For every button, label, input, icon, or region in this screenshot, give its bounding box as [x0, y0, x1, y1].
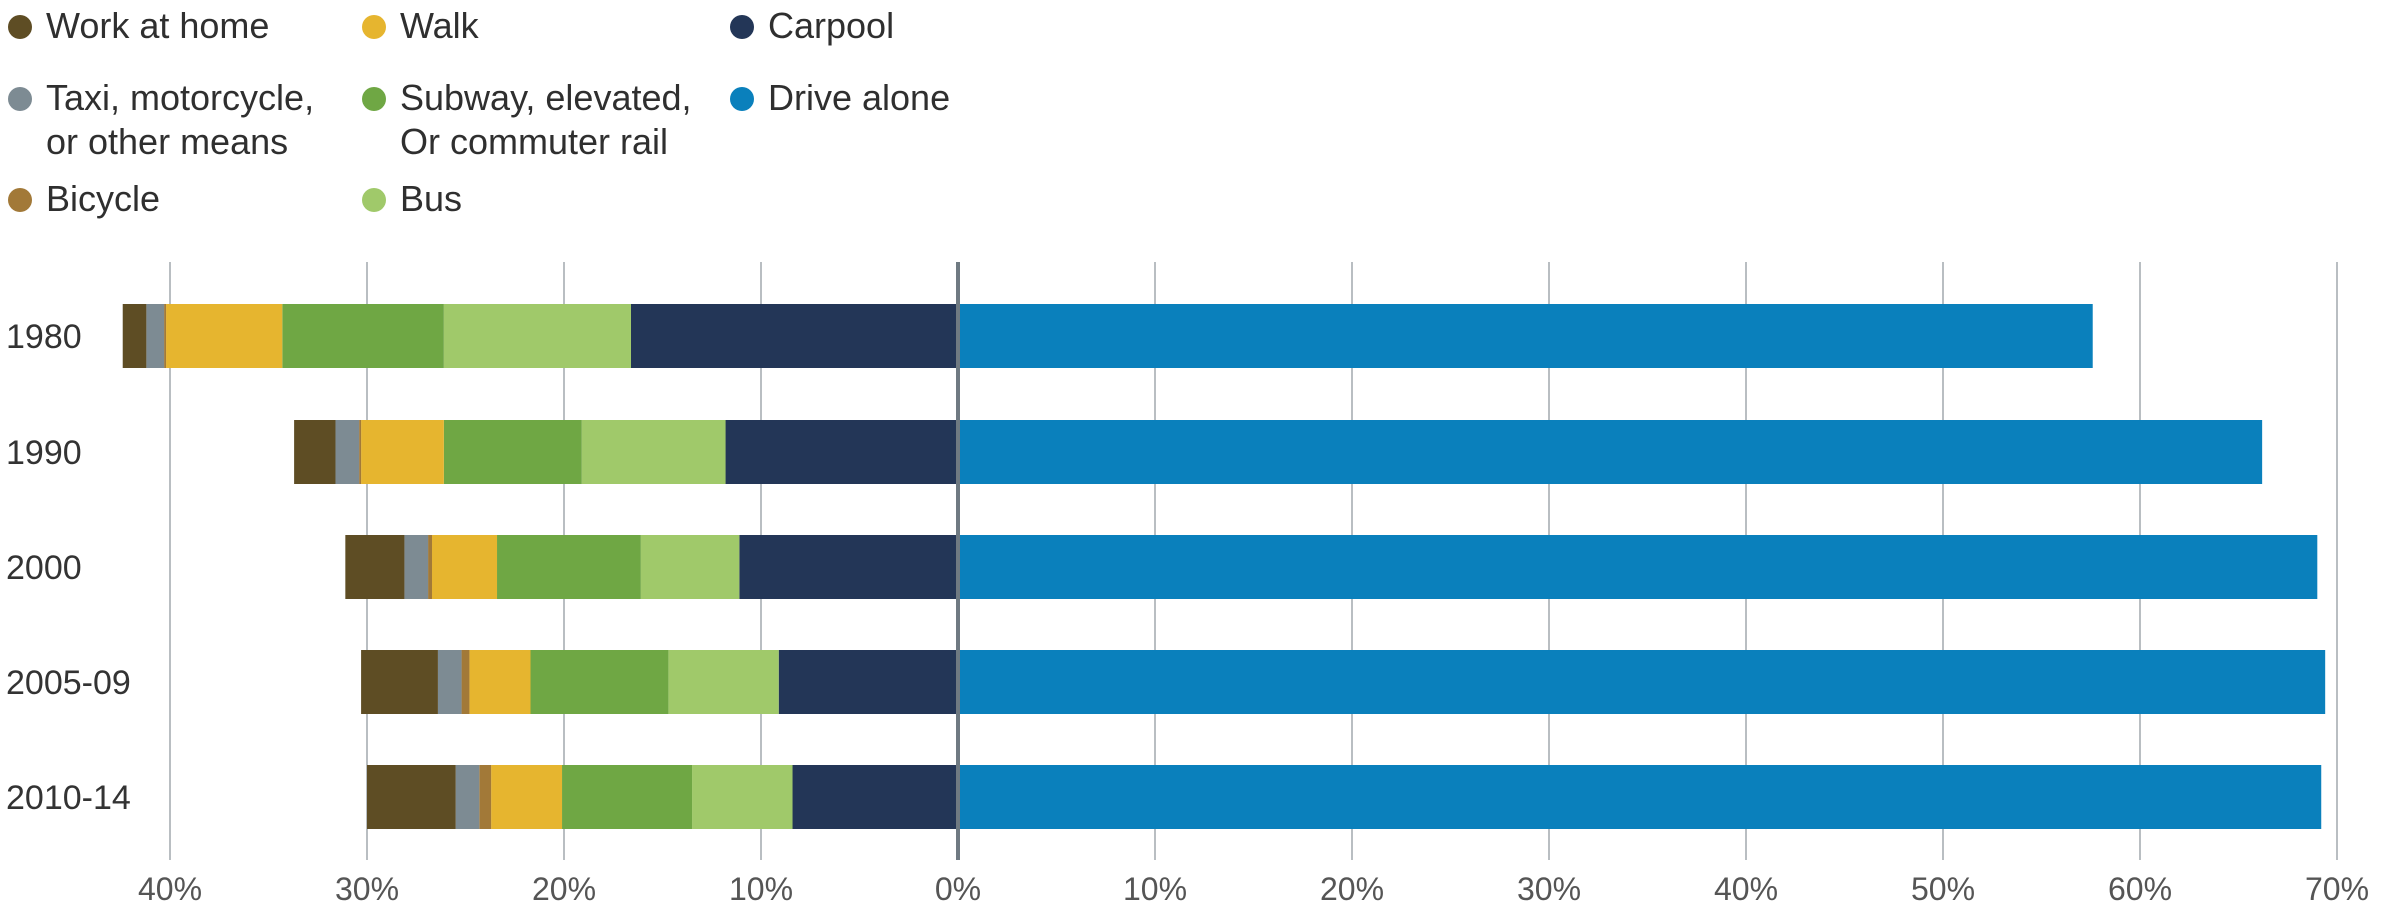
bar-carpool [792, 765, 958, 829]
legend-swatch [730, 15, 754, 39]
legend-label: Bus [400, 178, 463, 219]
x-tick-label: 10% [729, 871, 793, 907]
bar-walk [361, 420, 444, 484]
legend-item-bus: Bus [362, 177, 462, 221]
x-tick-label: 10% [1123, 871, 1187, 907]
bar-carpool [725, 420, 958, 484]
legend-item-drive-alone: Drive alone [730, 76, 950, 120]
bar-bicycle [479, 765, 492, 829]
bar-walk [166, 304, 283, 368]
x-tick-label: 0% [935, 871, 981, 907]
legend-swatch [362, 87, 386, 111]
x-tick-label: 40% [1714, 871, 1778, 907]
bar-work-at-home [122, 304, 147, 368]
bar-bicycle [461, 650, 470, 714]
bar-taxi-motorcycle [146, 304, 165, 368]
legend-item-walk: Walk [362, 4, 479, 48]
x-tick-label: 30% [1517, 871, 1581, 907]
bar-taxi-motorcycle [437, 650, 462, 714]
category-label: 2010-14 [6, 779, 131, 817]
bar-subway-elevated [497, 535, 641, 599]
bar-taxi-motorcycle [455, 765, 480, 829]
legend-label: Work at home [46, 5, 270, 46]
bar-walk [491, 765, 563, 829]
x-tick-label: 60% [2108, 871, 2172, 907]
bar-subway-elevated [562, 765, 693, 829]
bar-work-at-home [361, 650, 438, 714]
x-tick-label: 70% [2305, 871, 2369, 907]
bar-bicycle [359, 420, 362, 484]
bar-drive-alone [958, 650, 2326, 714]
bar-bus [640, 535, 740, 599]
bar-carpool [778, 650, 958, 714]
legend-swatch [730, 87, 754, 111]
bar-carpool [739, 535, 958, 599]
bar-bus [692, 765, 793, 829]
bar-walk [469, 650, 531, 714]
legend-swatch [8, 87, 32, 111]
x-tick-label: 20% [1320, 871, 1384, 907]
bar-drive-alone [958, 304, 2093, 368]
bar-walk [432, 535, 498, 599]
bar-drive-alone [958, 420, 2263, 484]
bar-taxi-motorcycle [335, 420, 360, 484]
bar-bicycle [164, 304, 167, 368]
x-tick-label: 40% [138, 871, 202, 907]
legend-swatch [362, 15, 386, 39]
bar-subway-elevated [530, 650, 669, 714]
legend-label: Walk [400, 5, 479, 46]
bar-subway-elevated [443, 420, 582, 484]
legend-label: Carpool [768, 5, 895, 46]
legend-swatch [8, 15, 32, 39]
category-label: 2000 [6, 549, 82, 587]
legend-item-carpool: Carpool [730, 4, 894, 48]
x-tick-label: 50% [1911, 871, 1975, 907]
category-label: 1980 [6, 318, 82, 356]
legend-label: Bicycle [46, 178, 161, 219]
bar-subway-elevated [282, 304, 444, 368]
bar-carpool [630, 304, 958, 368]
bar-bicycle [428, 535, 433, 599]
legend-swatch [8, 188, 32, 212]
legend-swatch [362, 188, 386, 212]
x-tick-label: 20% [532, 871, 596, 907]
bar-work-at-home [294, 420, 336, 484]
legend-item-bicycle: Bicycle [8, 177, 160, 221]
category-label: 2005-09 [6, 664, 131, 702]
bar-bus [668, 650, 779, 714]
bar-work-at-home [345, 535, 405, 599]
legend-label: Taxi, motorcycle, or other means [46, 77, 315, 162]
bar-work-at-home [367, 765, 456, 829]
legend-item-work-at-home: Work at home [8, 4, 269, 48]
bar-bus [443, 304, 631, 368]
bar-taxi-motorcycle [404, 535, 429, 599]
bar-bus [581, 420, 726, 484]
category-label: 1990 [6, 434, 82, 472]
legend-label: Drive alone [768, 77, 951, 118]
legend-label: Subway, elevated, Or commuter rail [400, 77, 692, 162]
legend-item-taxi: Taxi, motorcycle, or other means [8, 76, 314, 164]
bar-drive-alone [958, 765, 2322, 829]
bar-drive-alone [958, 535, 2318, 599]
x-tick-label: 30% [335, 871, 399, 907]
legend-item-subway: Subway, elevated, Or commuter rail [362, 76, 692, 164]
legend: Work at home Walk Carpool Taxi, motorcyc… [0, 0, 1000, 240]
